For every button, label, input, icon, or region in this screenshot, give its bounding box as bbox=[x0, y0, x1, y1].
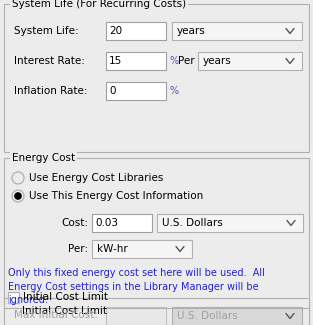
Bar bbox=[198, 52, 302, 70]
Bar bbox=[8, 306, 18, 316]
Text: U.S. Dollars: U.S. Dollars bbox=[177, 311, 238, 321]
Bar bbox=[106, 22, 166, 40]
Bar bbox=[92, 240, 192, 258]
Text: years: years bbox=[177, 26, 206, 36]
Bar bbox=[106, 307, 166, 325]
Bar bbox=[106, 52, 166, 70]
Text: Initial Cost Limit: Initial Cost Limit bbox=[22, 306, 107, 316]
Text: U.S. Dollars: U.S. Dollars bbox=[162, 218, 223, 228]
Text: System Life (For Recurring Costs): System Life (For Recurring Costs) bbox=[12, 0, 186, 9]
Bar bbox=[106, 82, 166, 100]
Text: Max Initial Cost:: Max Initial Cost: bbox=[14, 310, 98, 320]
Text: %: % bbox=[169, 56, 178, 66]
Circle shape bbox=[15, 193, 21, 199]
Text: 0.03: 0.03 bbox=[95, 218, 118, 228]
Bar bbox=[4, 4, 309, 152]
Text: Only this fixed energy cost set here will be used.  All
Energy Cost settings in : Only this fixed energy cost set here wil… bbox=[8, 268, 265, 305]
Text: System Life:: System Life: bbox=[14, 26, 79, 36]
Text: 20: 20 bbox=[109, 26, 122, 36]
Text: Interest Rate:: Interest Rate: bbox=[14, 56, 85, 66]
Bar bbox=[8, 292, 19, 303]
Bar bbox=[157, 214, 303, 232]
Bar bbox=[92, 214, 152, 232]
Text: Use Energy Cost Libraries: Use Energy Cost Libraries bbox=[29, 173, 163, 183]
Bar bbox=[4, 298, 309, 325]
Text: Cost:: Cost: bbox=[61, 218, 88, 228]
Bar bbox=[172, 22, 302, 40]
Bar bbox=[172, 307, 302, 325]
Bar bbox=[4, 308, 309, 324]
Text: Per:: Per: bbox=[68, 244, 88, 254]
Text: years: years bbox=[203, 56, 232, 66]
Text: 15: 15 bbox=[109, 56, 122, 66]
Text: Per: Per bbox=[178, 56, 195, 66]
Text: Energy Cost: Energy Cost bbox=[12, 153, 75, 163]
Text: 0: 0 bbox=[109, 86, 115, 96]
Text: Initial Cost Limit: Initial Cost Limit bbox=[23, 292, 108, 302]
Text: Use This Energy Cost Information: Use This Energy Cost Information bbox=[29, 191, 203, 201]
Text: %: % bbox=[169, 86, 178, 96]
Text: Inflation Rate:: Inflation Rate: bbox=[14, 86, 88, 96]
Text: kW-hr: kW-hr bbox=[97, 244, 128, 254]
Bar bbox=[4, 158, 309, 306]
